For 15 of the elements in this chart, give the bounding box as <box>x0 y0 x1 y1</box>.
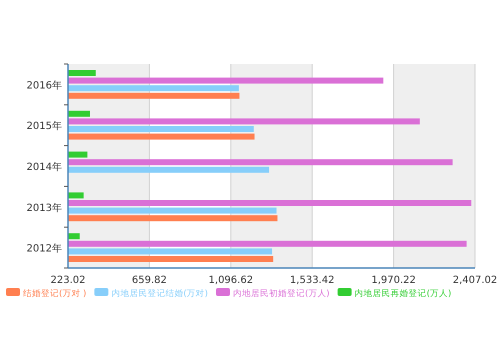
x-tick-label: 1,970.22 <box>371 275 416 286</box>
y-tick-label: 2015年 <box>26 120 62 132</box>
x-tick-label: 1,096.62 <box>208 275 254 286</box>
legend-label: 内地居民再婚登记(万人) <box>354 288 452 299</box>
y-tick-label: 2013年 <box>26 202 62 214</box>
x-tick-label: 2,407.02 <box>452 275 498 286</box>
y-tick-label: 2012年 <box>26 242 62 255</box>
legend-label: 内地居民登记结婚(万对) <box>111 288 208 299</box>
x-tick-label: 223.02 <box>50 275 86 286</box>
y-tick-label: 2014年 <box>26 161 62 173</box>
y-tick-label: 2016年 <box>26 79 62 92</box>
legend-label: 内地居民初婚登记(万人) <box>232 288 330 299</box>
x-tick-label: 1,533.42 <box>290 275 334 286</box>
x-tick-label: 659.82 <box>132 275 167 286</box>
legend-label: 结婚登记(万对 ) <box>23 288 86 299</box>
